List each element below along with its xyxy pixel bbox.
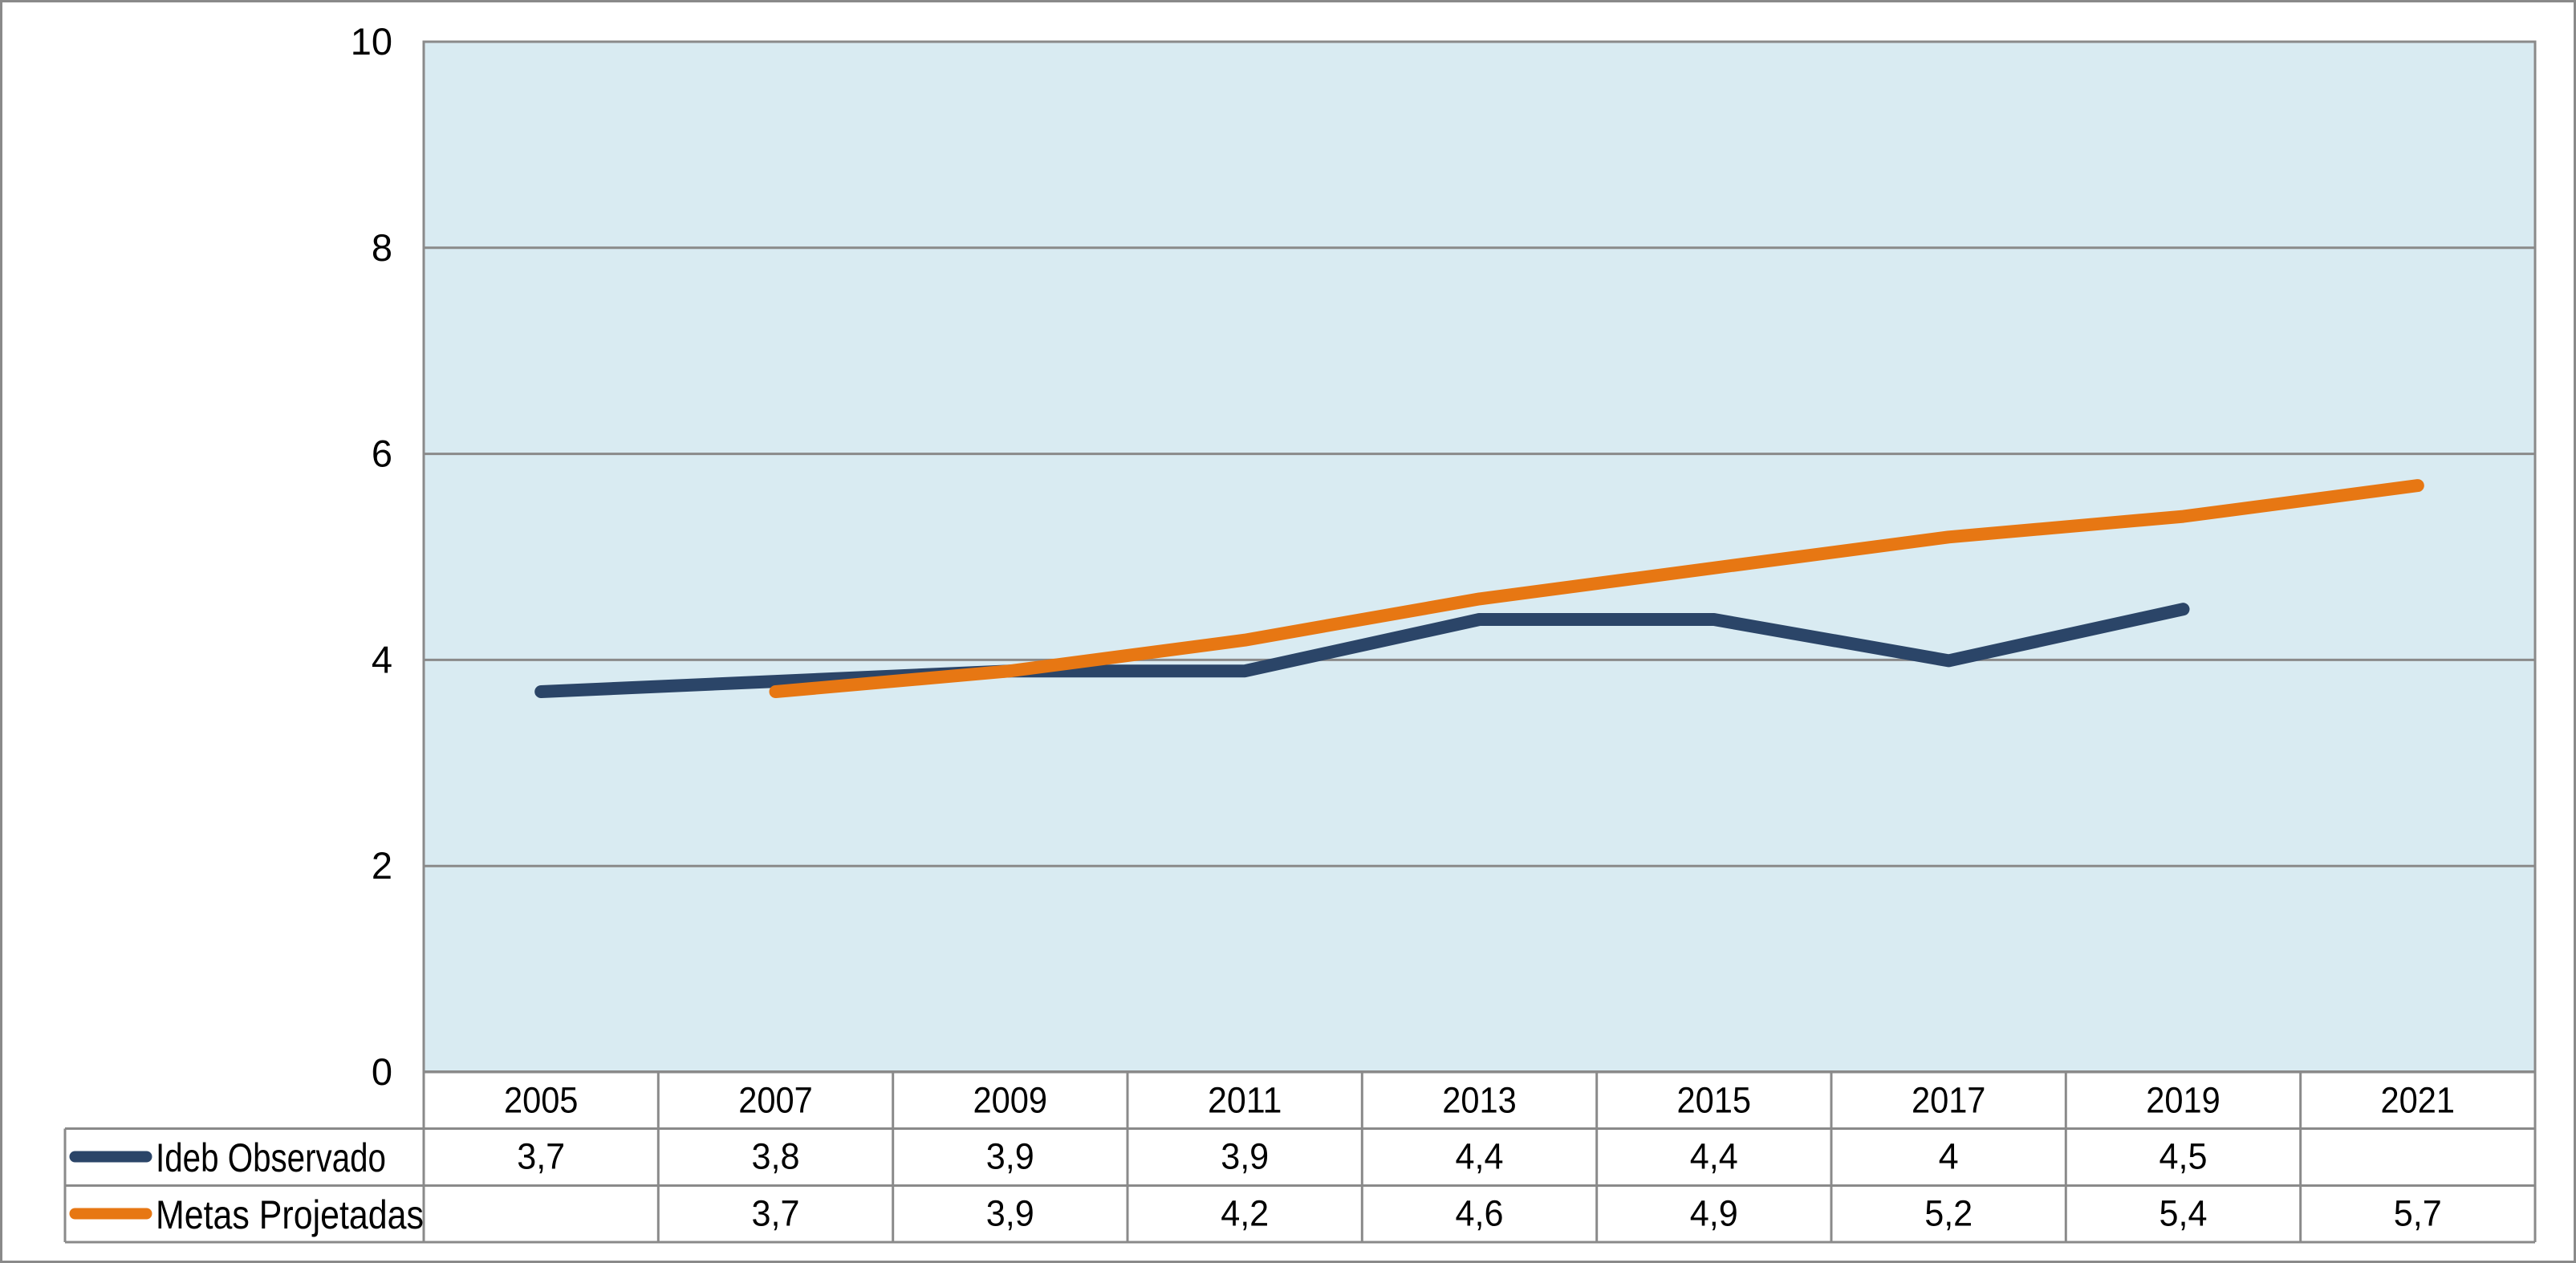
svg-text:2015: 2015 xyxy=(1677,1080,1752,1121)
svg-text:5,2: 5,2 xyxy=(1924,1193,1973,1234)
svg-text:2007: 2007 xyxy=(738,1080,813,1121)
svg-text:2: 2 xyxy=(372,844,392,887)
svg-text:Ideb Observado: Ideb Observado xyxy=(156,1135,386,1180)
svg-text:3,8: 3,8 xyxy=(752,1136,800,1177)
svg-text:5,7: 5,7 xyxy=(2394,1193,2442,1234)
svg-text:2017: 2017 xyxy=(1912,1080,1986,1121)
svg-text:4,2: 4,2 xyxy=(1221,1193,1269,1234)
svg-text:Metas Projetadas: Metas Projetadas xyxy=(156,1192,424,1237)
svg-text:2019: 2019 xyxy=(2146,1080,2220,1121)
svg-text:3,9: 3,9 xyxy=(1221,1136,1269,1177)
svg-text:2009: 2009 xyxy=(973,1080,1048,1121)
svg-text:4,4: 4,4 xyxy=(1690,1136,1738,1177)
svg-text:2013: 2013 xyxy=(1442,1080,1517,1121)
svg-text:2011: 2011 xyxy=(1208,1080,1282,1121)
svg-text:0: 0 xyxy=(372,1050,392,1093)
svg-text:3,7: 3,7 xyxy=(517,1136,565,1177)
svg-text:2005: 2005 xyxy=(504,1080,579,1121)
svg-text:4,9: 4,9 xyxy=(1690,1193,1738,1234)
svg-text:3,9: 3,9 xyxy=(986,1136,1034,1177)
svg-text:5,4: 5,4 xyxy=(2160,1193,2208,1234)
svg-text:4,5: 4,5 xyxy=(2160,1136,2208,1177)
svg-text:2021: 2021 xyxy=(2381,1080,2456,1121)
svg-text:4: 4 xyxy=(372,638,392,680)
svg-text:4,4: 4,4 xyxy=(1456,1136,1504,1177)
svg-text:4,6: 4,6 xyxy=(1456,1193,1504,1234)
svg-text:6: 6 xyxy=(372,433,392,475)
svg-text:4: 4 xyxy=(1939,1136,1959,1177)
svg-text:8: 8 xyxy=(372,226,392,269)
svg-text:3,7: 3,7 xyxy=(752,1193,800,1234)
svg-text:3,9: 3,9 xyxy=(986,1193,1034,1234)
svg-text:10: 10 xyxy=(351,20,392,63)
